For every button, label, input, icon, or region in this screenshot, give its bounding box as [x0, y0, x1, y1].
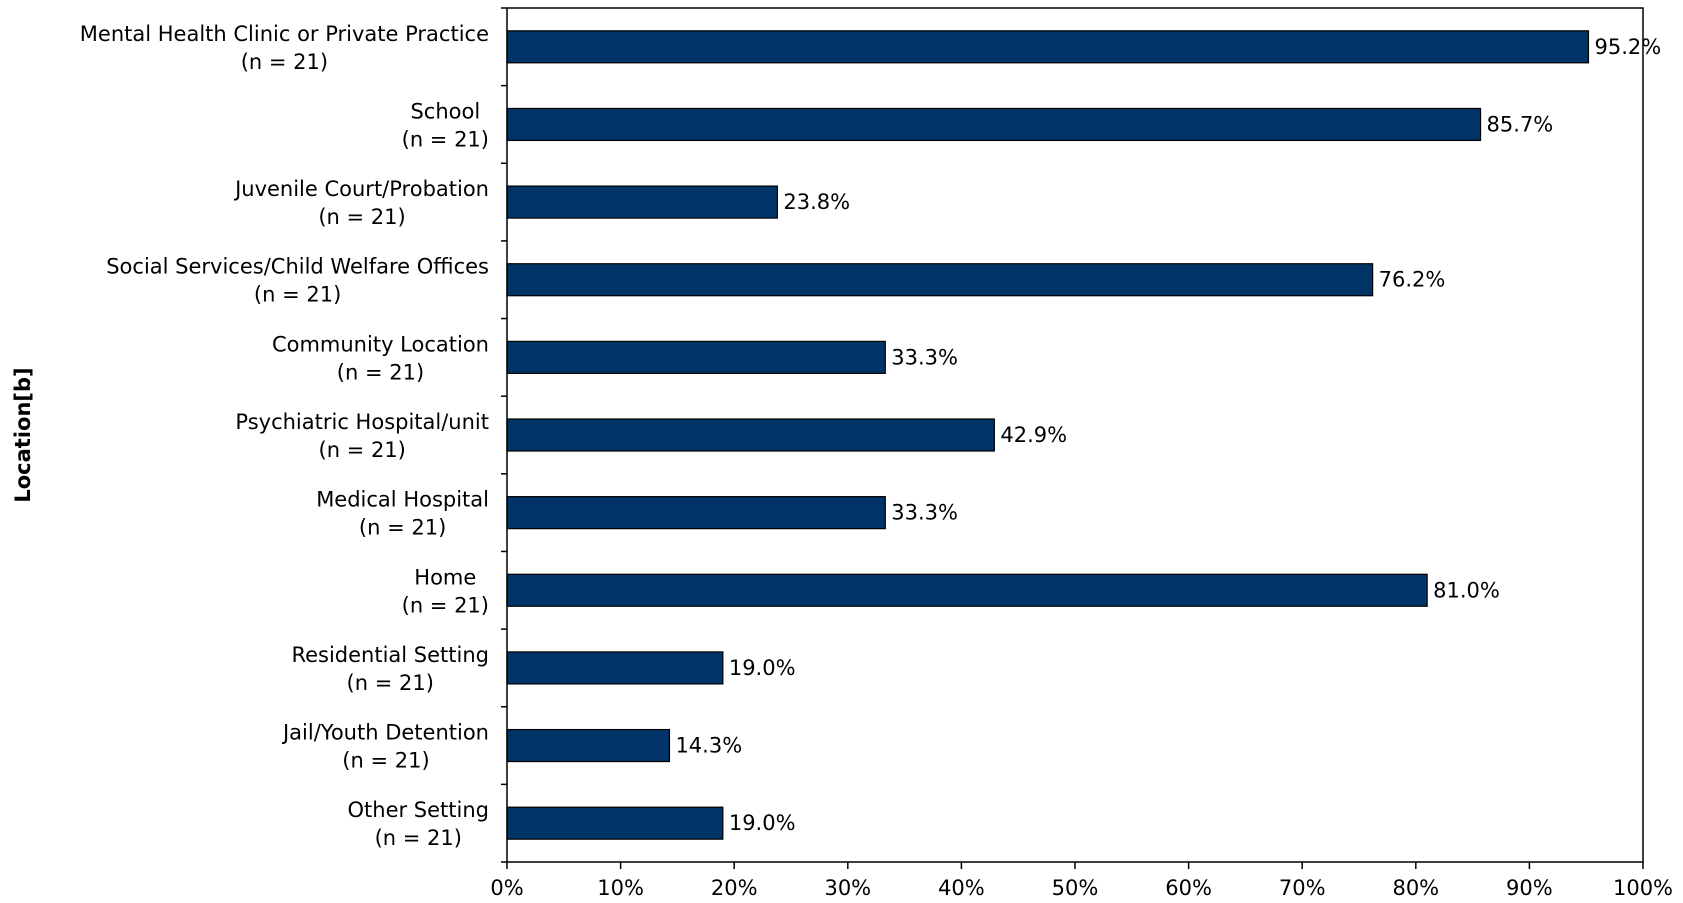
ticks [501, 7, 1644, 869]
value-label: 81.0% [1433, 578, 1500, 602]
x-tick-label: 70% [1279, 876, 1326, 900]
bar [506, 573, 1428, 607]
x-tick-label: 100% [1613, 876, 1673, 900]
value-label: 14.3% [675, 734, 742, 758]
bar [506, 651, 724, 685]
category-label: Psychiatric Hospital/unit (n = 21) [235, 410, 489, 462]
category-label: Jail/Youth Detention (n = 21) [281, 721, 489, 773]
bar [506, 418, 995, 452]
value-label: 42.9% [1000, 423, 1067, 447]
bar [506, 107, 1482, 142]
bar [506, 728, 671, 763]
bar [506, 340, 886, 374]
category-label: Mental Health Clinic or Private Practice… [80, 22, 489, 74]
category-label: Home (n = 21) [402, 565, 489, 617]
value-label: 19.0% [729, 656, 796, 680]
y-axis-title: Location[b] [11, 367, 35, 502]
x-tick-label: 20% [711, 876, 758, 900]
category-label: School (n = 21) [402, 99, 489, 151]
x-tick-label: 90% [1506, 876, 1553, 900]
x-tick-label: 40% [938, 876, 985, 900]
value-label: 19.0% [729, 811, 796, 835]
bar [506, 185, 778, 219]
labels: 95.2% Mental Health Clinic or Private Pra… [80, 22, 1673, 900]
bar [506, 30, 1590, 64]
bar [506, 806, 724, 840]
value-label: 85.7% [1487, 112, 1554, 136]
category-label: Social Services/Child Welfare Offices (n … [106, 255, 489, 307]
value-label: 95.2% [1594, 35, 1661, 59]
x-tick-label: 80% [1392, 876, 1439, 900]
value-label: 33.3% [891, 501, 958, 525]
bar [506, 263, 1374, 297]
value-label: 23.8% [783, 190, 850, 214]
x-tick-label: 30% [824, 876, 871, 900]
value-label: 76.2% [1379, 268, 1446, 292]
x-tick-label: 0% [490, 876, 523, 900]
category-label: Other Setting (n = 21) [348, 798, 490, 850]
x-tick-label: 10% [597, 876, 644, 900]
category-label: Juvenile Court/Probation (n = 21) [233, 177, 489, 229]
x-tick-label: 60% [1165, 876, 1212, 900]
category-label: Residential Setting (n = 21) [291, 643, 489, 695]
bar [506, 496, 886, 530]
x-tick-label: 50% [1052, 876, 1099, 900]
category-label: Medical Hospital (n = 21) [316, 488, 489, 540]
category-label: Community Location (n = 21) [272, 332, 489, 384]
bars [506, 30, 1590, 840]
value-label: 33.3% [891, 345, 958, 369]
